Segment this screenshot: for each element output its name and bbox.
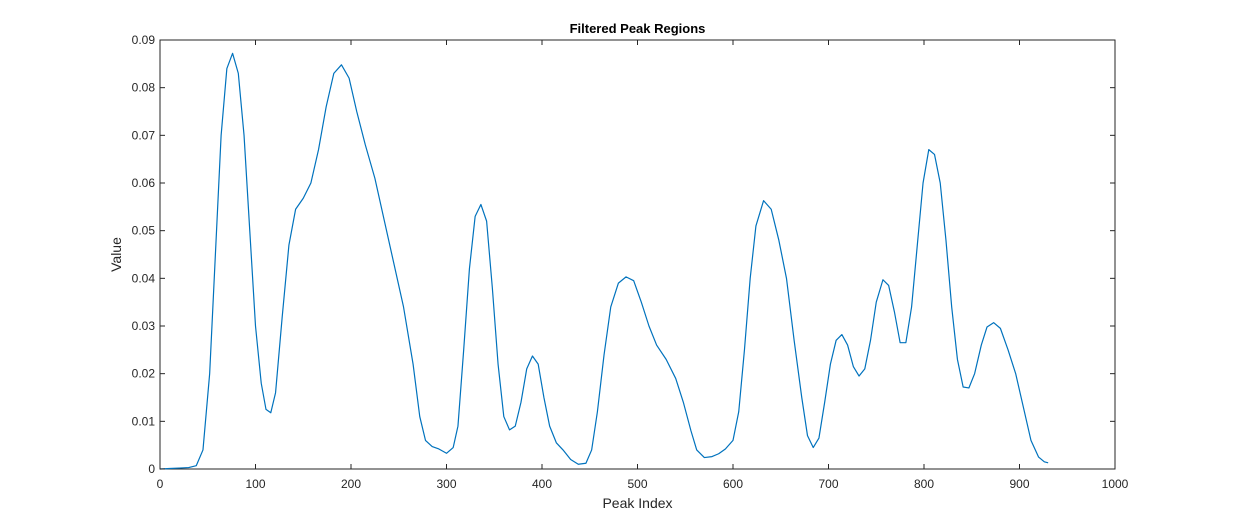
- x-tick-label: 1000: [1102, 477, 1129, 491]
- x-axis-label: Peak Index: [602, 495, 672, 511]
- y-axis-label: Value: [108, 237, 124, 272]
- x-tick-label: 700: [818, 477, 838, 491]
- y-tick-label: 0.05: [132, 224, 156, 238]
- y-tick-label: 0.06: [132, 176, 156, 190]
- y-tick-label: 0.02: [132, 367, 156, 381]
- x-tick-label: 100: [245, 477, 265, 491]
- y-tick-label: 0.08: [132, 81, 156, 95]
- x-tick-label: 300: [436, 477, 456, 491]
- x-tick-label: 900: [1009, 477, 1029, 491]
- x-tick-label: 800: [914, 477, 934, 491]
- x-tick-label: 500: [627, 477, 647, 491]
- series-line-0: [159, 52, 1049, 470]
- x-tick-label: 0: [157, 477, 164, 491]
- chart-title: Filtered Peak Regions: [570, 21, 706, 36]
- y-tick-label: 0.04: [132, 271, 156, 285]
- x-tick-label: 400: [532, 477, 552, 491]
- y-tick-label: 0.07: [132, 128, 156, 142]
- y-tick-label: 0.01: [132, 414, 156, 428]
- x-tick-label: 200: [341, 477, 361, 491]
- y-tick-label: 0.03: [132, 319, 156, 333]
- y-tick-label: 0: [148, 462, 155, 476]
- y-tick-label: 0.09: [132, 33, 156, 47]
- x-axis-ticks: 0 100 200 300 400 500 600 700 800 900 1000: [157, 40, 1129, 491]
- y-axis-ticks: 0 0.01 0.02 0.03 0.04 0.05 0.06 0.07 0.08 0.09: [132, 33, 1115, 476]
- x-tick-label: 600: [723, 477, 743, 491]
